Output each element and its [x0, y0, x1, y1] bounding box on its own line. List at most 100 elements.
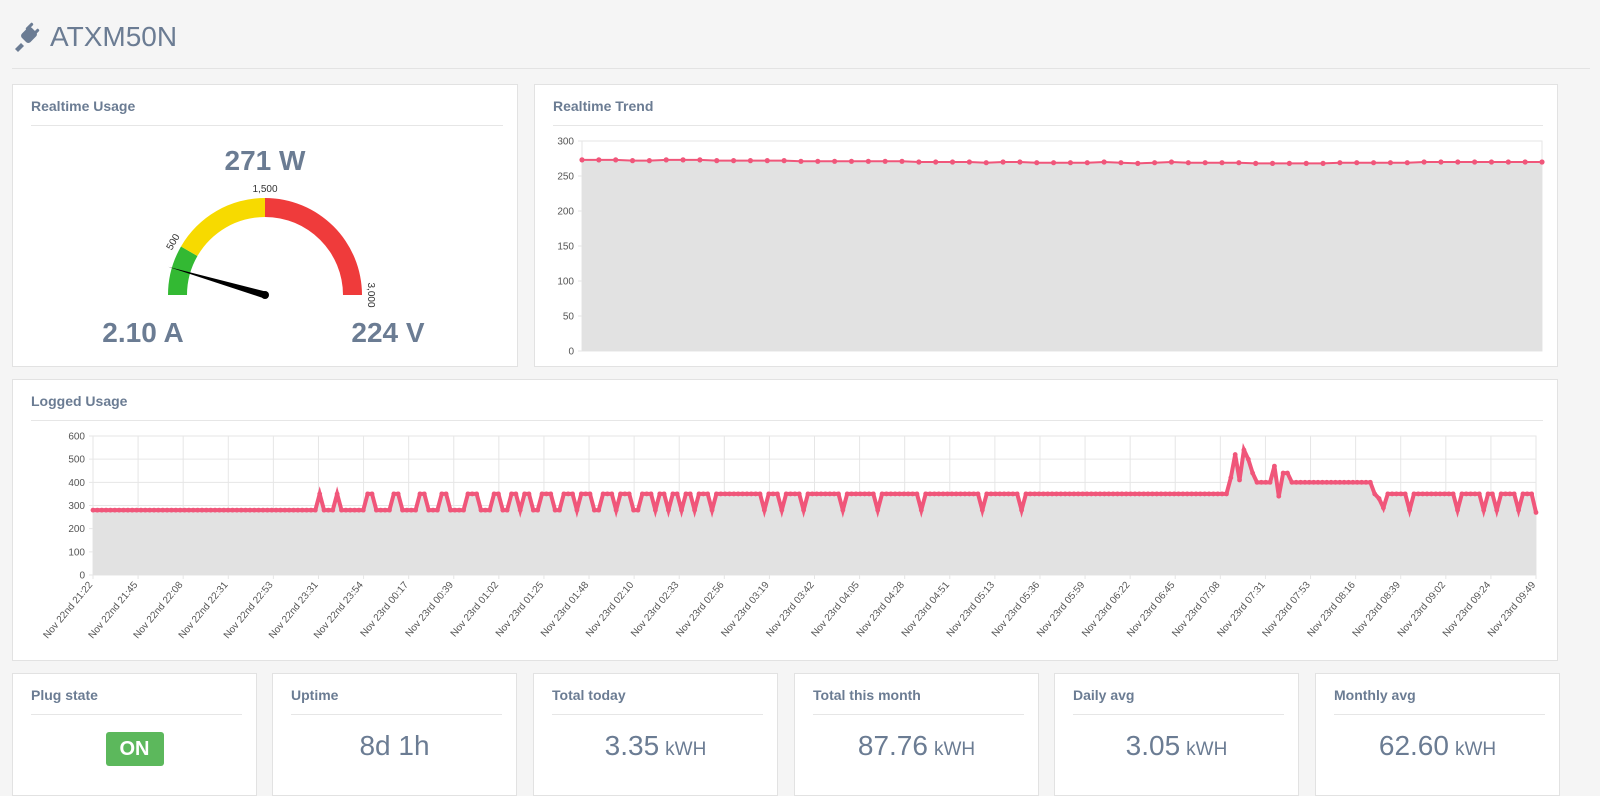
data-point [522, 491, 527, 497]
data-point [905, 491, 911, 497]
data-point [1215, 491, 1221, 497]
data-point [1071, 491, 1077, 497]
data-point [343, 507, 349, 513]
data-point [1533, 510, 1539, 515]
data-point [138, 507, 144, 513]
data-point [857, 491, 863, 497]
x-tick-label: Nov 23rd 04:05 [810, 580, 863, 640]
data-point [1450, 491, 1456, 497]
data-point [1320, 160, 1326, 166]
y-tick-label: 300 [68, 501, 85, 512]
x-tick-label: Nov 23rd 00:17 [359, 580, 412, 640]
data-point [382, 507, 388, 513]
x-tick-label: Nov 23rd 03:42 [764, 580, 817, 640]
data-point [764, 158, 770, 164]
data-point [208, 507, 214, 513]
y-tick-label: 400 [68, 478, 85, 489]
data-point [1280, 470, 1286, 476]
y-tick-label: 50 [563, 312, 575, 323]
data-point [798, 158, 804, 164]
data-point [465, 491, 471, 497]
data-point [1404, 160, 1410, 166]
data-point [801, 507, 807, 513]
total-today-card: Total today 3.35 kWH [533, 673, 778, 796]
data-point [373, 507, 379, 513]
data-point [1017, 159, 1023, 165]
data-point [1269, 160, 1276, 166]
data-point [1381, 505, 1386, 511]
plug-state-wrap: ON [13, 730, 256, 766]
data-point [1245, 456, 1251, 462]
data-point [629, 158, 636, 164]
data-point [618, 491, 623, 497]
data-point [1468, 491, 1474, 497]
data-point [121, 507, 126, 513]
data-point [99, 507, 105, 513]
data-point [334, 491, 340, 497]
data-point [1507, 491, 1513, 497]
page-title: ATXM50N [50, 21, 178, 52]
data-point [661, 491, 667, 497]
data-point [238, 507, 244, 513]
data-point [369, 491, 375, 497]
data-point [1163, 491, 1168, 497]
data-point [426, 507, 432, 513]
data-point [548, 491, 554, 497]
x-tick-label: Nov 23rd 04:28 [855, 580, 908, 640]
data-point [1293, 479, 1299, 485]
total-month-card: Total this month 87.76 kWH [794, 673, 1039, 796]
x-tick-label: Nov 23rd 08:16 [1306, 580, 1359, 640]
data-point [993, 491, 998, 497]
voltage-reading: 224 V [351, 317, 425, 348]
data-point [1359, 479, 1365, 485]
data-point [439, 491, 445, 497]
card-title: Monthly avg [1334, 686, 1545, 715]
data-point [949, 159, 956, 165]
data-point [312, 507, 318, 513]
data-point [1014, 491, 1020, 497]
x-tick-label: Nov 23rd 06:22 [1080, 580, 1133, 640]
data-point [1324, 479, 1330, 485]
data-point [1010, 491, 1016, 497]
y-tick-label: 300 [557, 137, 574, 148]
data-point [1354, 479, 1360, 485]
data-point [1370, 160, 1377, 166]
data-point [360, 507, 366, 513]
data-point [230, 507, 235, 513]
data-point [1354, 160, 1360, 166]
data-point [164, 507, 170, 513]
data-point [1210, 491, 1216, 497]
data-point [461, 507, 466, 513]
x-tick-label: Nov 23rd 06:45 [1125, 580, 1178, 640]
data-point [1511, 491, 1517, 497]
data-point [1420, 491, 1426, 497]
card-title: Uptime [291, 686, 502, 715]
plug-state-toggle[interactable]: ON [105, 732, 164, 766]
x-tick-label: Nov 23rd 04:51 [900, 580, 953, 640]
current-reading: 2.10 A [102, 317, 184, 348]
realtime-usage-panel: Realtime Usage 271 W 500 1,500 3,000 2.10 … [12, 84, 518, 367]
panel-title: Logged Usage [31, 392, 1543, 421]
data-point [435, 507, 440, 513]
data-point [378, 507, 384, 513]
data-point [1446, 491, 1452, 497]
daily-avg-stat: 3.05 kWH [1055, 730, 1298, 762]
data-point [927, 491, 933, 497]
data-point [862, 491, 868, 497]
data-point [796, 491, 802, 497]
data-point [1481, 507, 1487, 513]
data-point [697, 157, 703, 163]
data-point [1176, 491, 1181, 497]
data-point [151, 507, 157, 513]
data-point [652, 507, 658, 513]
data-point [971, 491, 977, 497]
data-point [622, 491, 628, 497]
data-point [1189, 491, 1194, 497]
data-point [945, 491, 950, 497]
data-point [1407, 507, 1412, 513]
data-point [1476, 491, 1482, 497]
panel-title: Realtime Trend [553, 97, 1543, 126]
data-point [1032, 491, 1038, 497]
data-point [1027, 491, 1033, 497]
